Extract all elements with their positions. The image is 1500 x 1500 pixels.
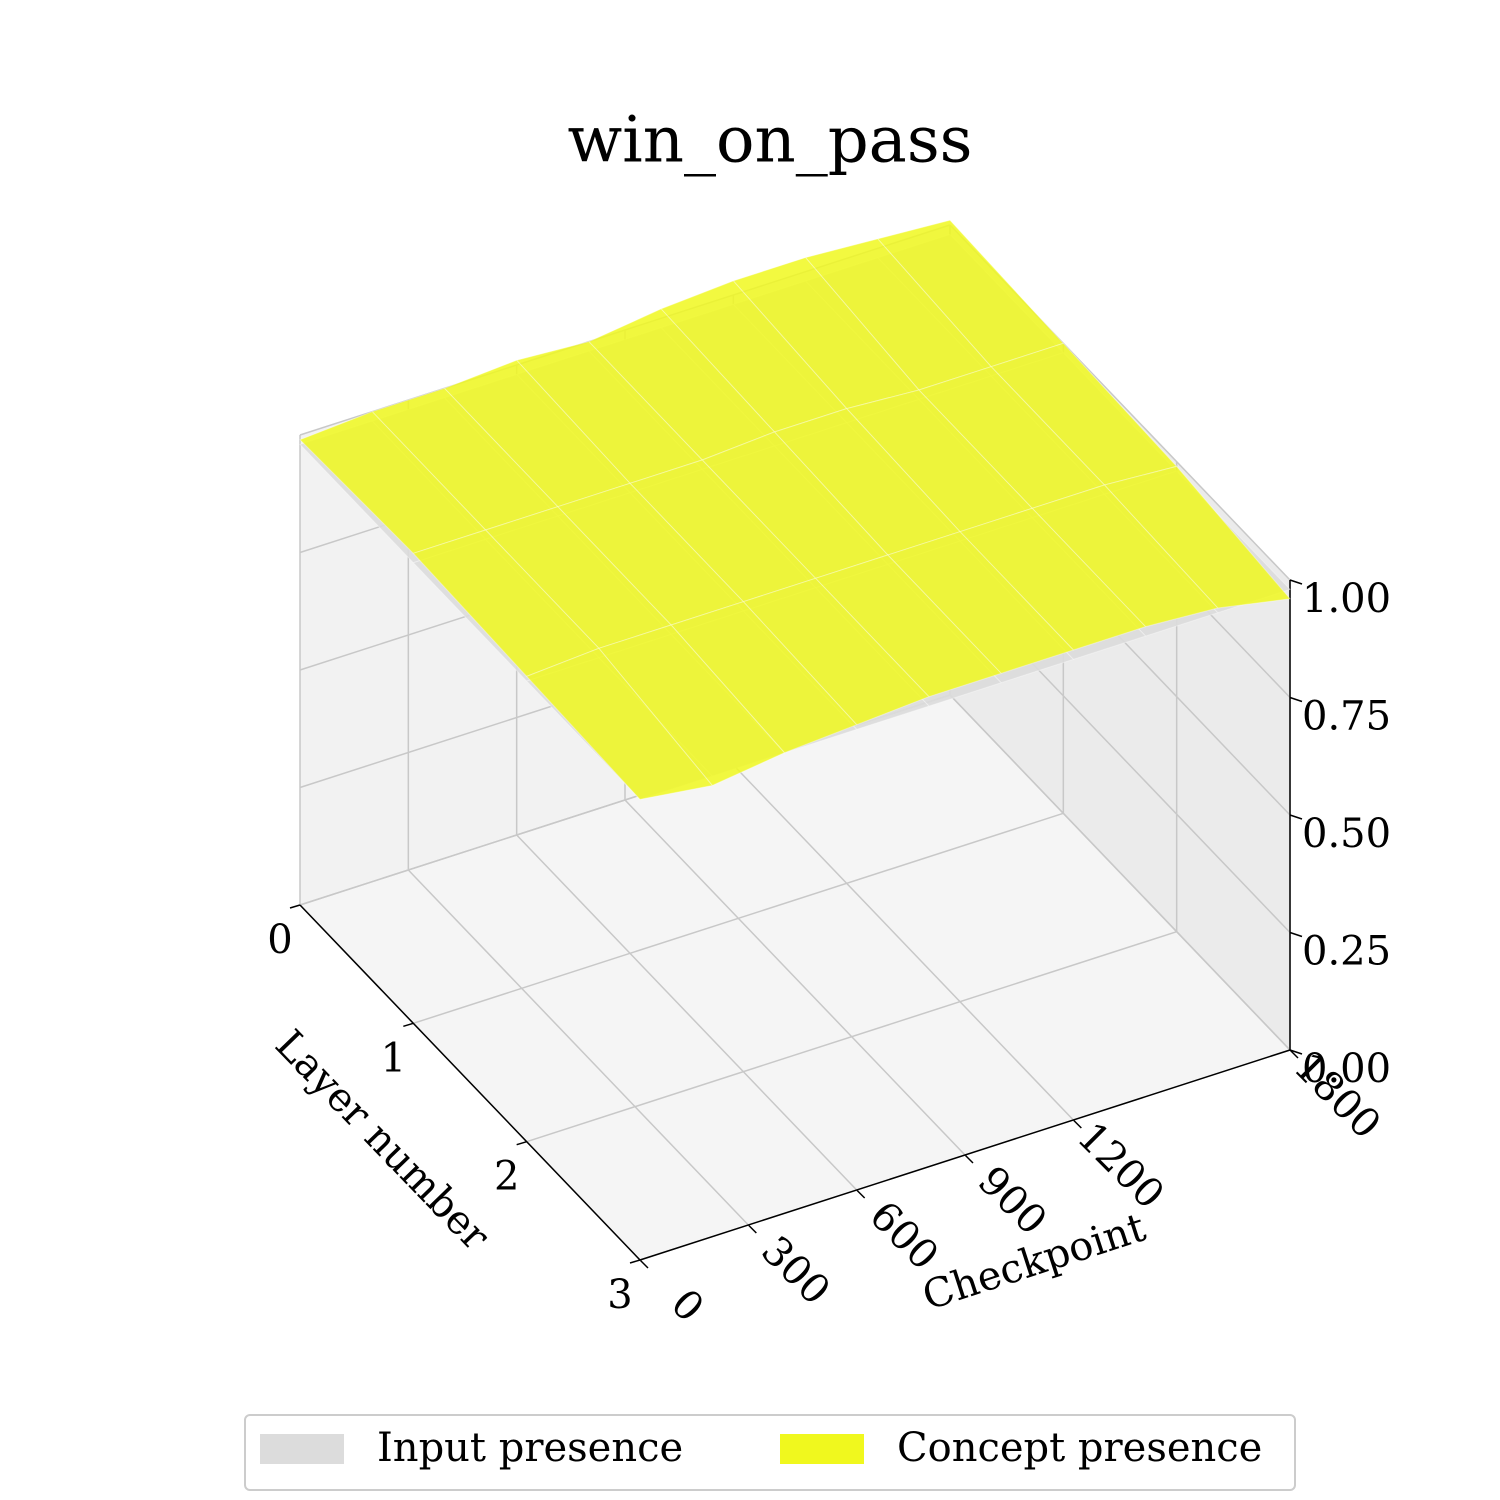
surface-face xyxy=(886,531,1075,674)
grid-line xyxy=(732,764,1074,1121)
x-tick-label: 1200 xyxy=(1068,1114,1173,1219)
y-tick-label: 0 xyxy=(267,917,292,963)
tick-mark xyxy=(403,1022,414,1028)
axis-line xyxy=(639,1049,1291,1261)
legend-swatch xyxy=(260,1434,344,1464)
x-tick-label: 900 xyxy=(969,1158,1056,1245)
z-tick-label: 0.00 xyxy=(1302,1046,1391,1092)
chart-title: win_on_pass xyxy=(567,104,972,178)
surface-face xyxy=(814,554,1003,698)
grid-line xyxy=(949,694,1291,1051)
x-tick-label: 600 xyxy=(861,1193,948,1280)
z-tick-label: 0.50 xyxy=(1302,811,1391,857)
tick-mark xyxy=(1289,1049,1303,1055)
x-tick-label: 300 xyxy=(752,1228,839,1315)
legend-box xyxy=(244,1414,1296,1491)
x-tick-label: 0 xyxy=(662,1281,713,1332)
surface-face xyxy=(670,601,858,754)
y-tick-label: 3 xyxy=(607,1272,632,1318)
z-tick-label: 0.25 xyxy=(1302,929,1391,975)
legend-label: Input presence xyxy=(377,1425,683,1471)
tick-mark xyxy=(629,1259,641,1264)
tick-mark xyxy=(1289,1049,1299,1059)
legend-label: Concept presence xyxy=(897,1425,1262,1471)
axis-line xyxy=(299,904,641,1261)
grid-line xyxy=(413,812,1064,1025)
tick-mark xyxy=(1289,931,1303,938)
tick-mark xyxy=(1072,1119,1082,1129)
tick-mark xyxy=(856,1189,866,1199)
tick-mark xyxy=(1289,579,1303,585)
grid-line xyxy=(407,869,749,1226)
z-tick-label: 1.00 xyxy=(1302,576,1391,622)
y-tick-label: 1 xyxy=(381,1035,406,1081)
legend-swatch xyxy=(780,1434,864,1464)
surface-face xyxy=(525,647,714,800)
tick-mark xyxy=(289,904,301,909)
tick-mark xyxy=(1289,696,1303,703)
y-tick-label: 2 xyxy=(494,1154,519,1200)
tick-mark xyxy=(1289,814,1303,820)
grid-line xyxy=(624,799,966,1156)
z-tick-label: 0.75 xyxy=(1302,694,1391,740)
grid-line xyxy=(516,834,858,1191)
tick-mark xyxy=(747,1224,757,1234)
tick-mark xyxy=(639,1259,649,1269)
surface-face xyxy=(742,577,930,726)
tick-mark xyxy=(964,1154,974,1164)
tick-mark xyxy=(516,1140,527,1146)
grid-line xyxy=(526,930,1177,1143)
